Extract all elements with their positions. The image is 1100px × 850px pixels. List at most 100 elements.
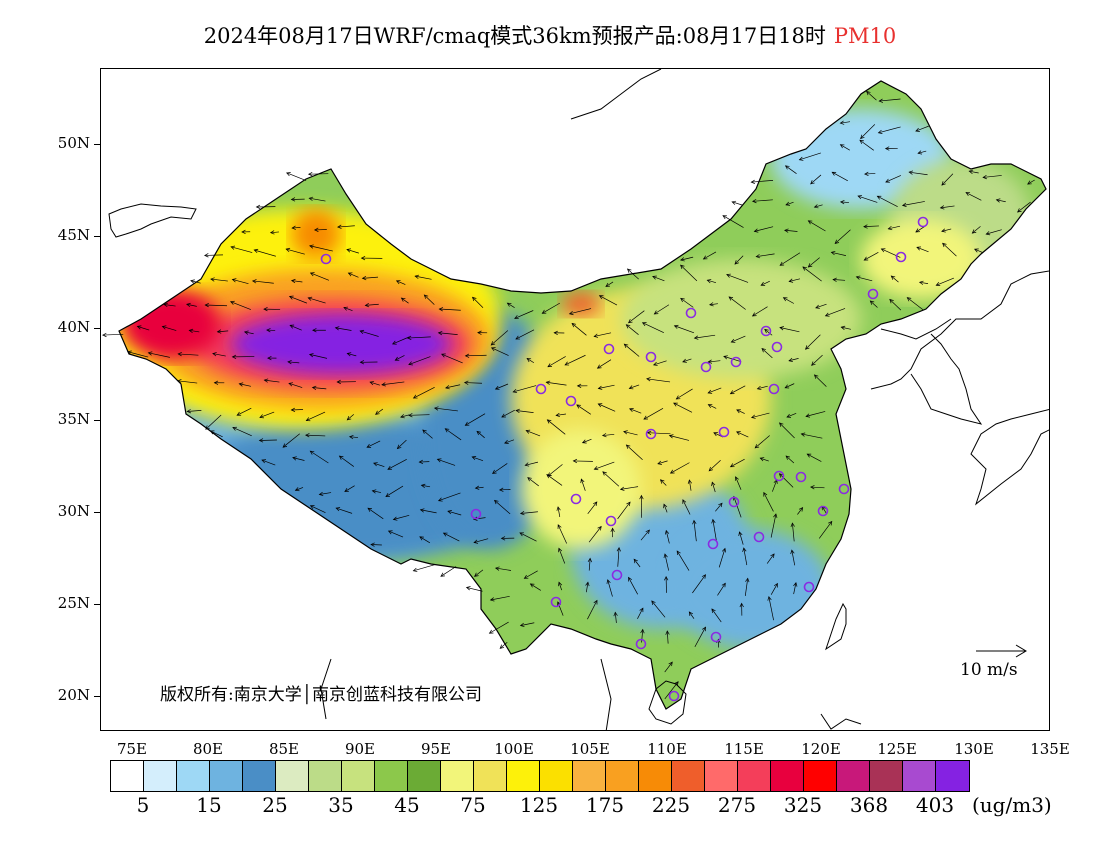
colorbar-swatch bbox=[111, 761, 144, 791]
colorbar-label: 25 bbox=[262, 793, 288, 817]
lat-label-30n: 30N bbox=[57, 502, 90, 520]
city-marker bbox=[917, 216, 929, 228]
city-marker bbox=[605, 515, 617, 527]
title-main: 2024年08月17日WRF/cmaq模式36km预报产品:08月17日18时 bbox=[203, 24, 826, 48]
lat-tick bbox=[94, 604, 100, 605]
city-marker bbox=[817, 505, 829, 517]
colorbar-label: 5 bbox=[136, 793, 150, 817]
colorbar-swatch bbox=[309, 761, 342, 791]
city-marker bbox=[645, 351, 657, 363]
colorbar-label: 403 bbox=[915, 793, 955, 817]
city-marker bbox=[550, 596, 562, 608]
colorbar-label: 275 bbox=[717, 793, 757, 817]
city-marker bbox=[718, 426, 730, 438]
colorbar-label: 175 bbox=[585, 793, 625, 817]
city-marker bbox=[771, 341, 783, 353]
colorbar-swatch bbox=[540, 761, 573, 791]
city-markers bbox=[320, 216, 929, 702]
city-marker bbox=[730, 356, 742, 368]
city-marker bbox=[668, 690, 680, 702]
colorbar-swatch bbox=[276, 761, 309, 791]
colorbar-swatch bbox=[837, 761, 870, 791]
map-panel bbox=[100, 68, 1050, 731]
colorbar-swatch bbox=[903, 761, 936, 791]
city-marker bbox=[867, 288, 879, 300]
city-marker bbox=[535, 383, 547, 395]
colorbar bbox=[110, 760, 970, 792]
city-marker bbox=[773, 470, 785, 482]
colorbar-label: 75 bbox=[460, 793, 486, 817]
pollutant-label: PM10 bbox=[833, 24, 897, 48]
lon-label-115e: 115E bbox=[724, 740, 764, 758]
lon-label-120e: 120E bbox=[801, 740, 841, 758]
city-marker bbox=[470, 508, 482, 520]
lon-label-130e: 130E bbox=[954, 740, 994, 758]
city-marker bbox=[760, 325, 772, 337]
lon-label-100e: 100E bbox=[494, 740, 534, 758]
colorbar-swatch bbox=[738, 761, 771, 791]
colorbar-label: 45 bbox=[394, 793, 420, 817]
city-marker bbox=[611, 569, 623, 581]
city-marker bbox=[320, 253, 332, 265]
lat-tick bbox=[94, 420, 100, 421]
city-marker bbox=[603, 343, 615, 355]
colorbar-label: 225 bbox=[651, 793, 691, 817]
colorbar-swatch bbox=[177, 761, 210, 791]
city-marker bbox=[700, 361, 712, 373]
colorbar-label: 325 bbox=[783, 793, 823, 817]
lat-tick bbox=[94, 144, 100, 145]
lat-label-40n: 40N bbox=[57, 318, 90, 336]
lat-tick bbox=[94, 512, 100, 513]
wind-reference-arrow bbox=[976, 644, 1027, 658]
colorbar-swatch bbox=[375, 761, 408, 791]
lat-tick bbox=[94, 236, 100, 237]
lat-tick bbox=[94, 696, 100, 697]
colorbar-swatch bbox=[474, 761, 507, 791]
lon-label-125e: 125E bbox=[877, 740, 917, 758]
colorbar-swatch bbox=[804, 761, 837, 791]
lon-label-135e: 135E bbox=[1030, 740, 1070, 758]
wind-scale-label: 10 m/s bbox=[960, 660, 1018, 680]
colorbar-swatch bbox=[870, 761, 903, 791]
city-marker bbox=[753, 531, 765, 543]
city-marker bbox=[803, 581, 815, 593]
map-title: 2024年08月17日WRF/cmaq模式36km预报产品:08月17日18时 P… bbox=[0, 20, 1100, 50]
colorbar-swatch bbox=[408, 761, 441, 791]
city-marker bbox=[635, 638, 647, 650]
colorbar-swatch bbox=[705, 761, 738, 791]
pm10-map bbox=[102, 69, 1049, 730]
colorbar-swatch bbox=[639, 761, 672, 791]
colorbar-swatch bbox=[936, 761, 969, 791]
city-marker bbox=[710, 631, 722, 643]
colorbar-unit: (ug/m3) bbox=[972, 793, 1052, 817]
city-marker bbox=[645, 428, 657, 440]
colorbar-swatch bbox=[771, 761, 804, 791]
colorbar-swatch bbox=[210, 761, 243, 791]
city-marker bbox=[895, 251, 907, 263]
wind-vectors bbox=[102, 90, 1035, 700]
lon-label-95e: 95E bbox=[420, 740, 452, 758]
colorbar-swatch bbox=[606, 761, 639, 791]
lon-label-85e: 85E bbox=[268, 740, 300, 758]
lat-label-45n: 45N bbox=[57, 226, 90, 244]
copyright-notice: 版权所有:南京大学│南京创蓝科技有限公司 bbox=[160, 685, 482, 705]
city-marker bbox=[707, 538, 719, 550]
lat-label-25n: 25N bbox=[57, 594, 90, 612]
colorbar-label: 125 bbox=[519, 793, 559, 817]
lat-label-35n: 35N bbox=[57, 410, 90, 428]
lon-label-80e: 80E bbox=[192, 740, 224, 758]
colorbar-swatch bbox=[342, 761, 375, 791]
colorbar-swatch bbox=[243, 761, 276, 791]
colorbar-swatch bbox=[573, 761, 606, 791]
colorbar-label: 35 bbox=[328, 793, 354, 817]
city-marker bbox=[565, 395, 577, 407]
colorbar-swatch bbox=[672, 761, 705, 791]
colorbar-swatch bbox=[507, 761, 540, 791]
city-marker bbox=[838, 483, 850, 495]
colorbar-swatch bbox=[144, 761, 177, 791]
lon-label-110e: 110E bbox=[647, 740, 687, 758]
city-marker bbox=[570, 493, 582, 505]
lon-label-90e: 90E bbox=[344, 740, 376, 758]
colorbar-label: 15 bbox=[196, 793, 222, 817]
colorbar-swatch bbox=[441, 761, 474, 791]
